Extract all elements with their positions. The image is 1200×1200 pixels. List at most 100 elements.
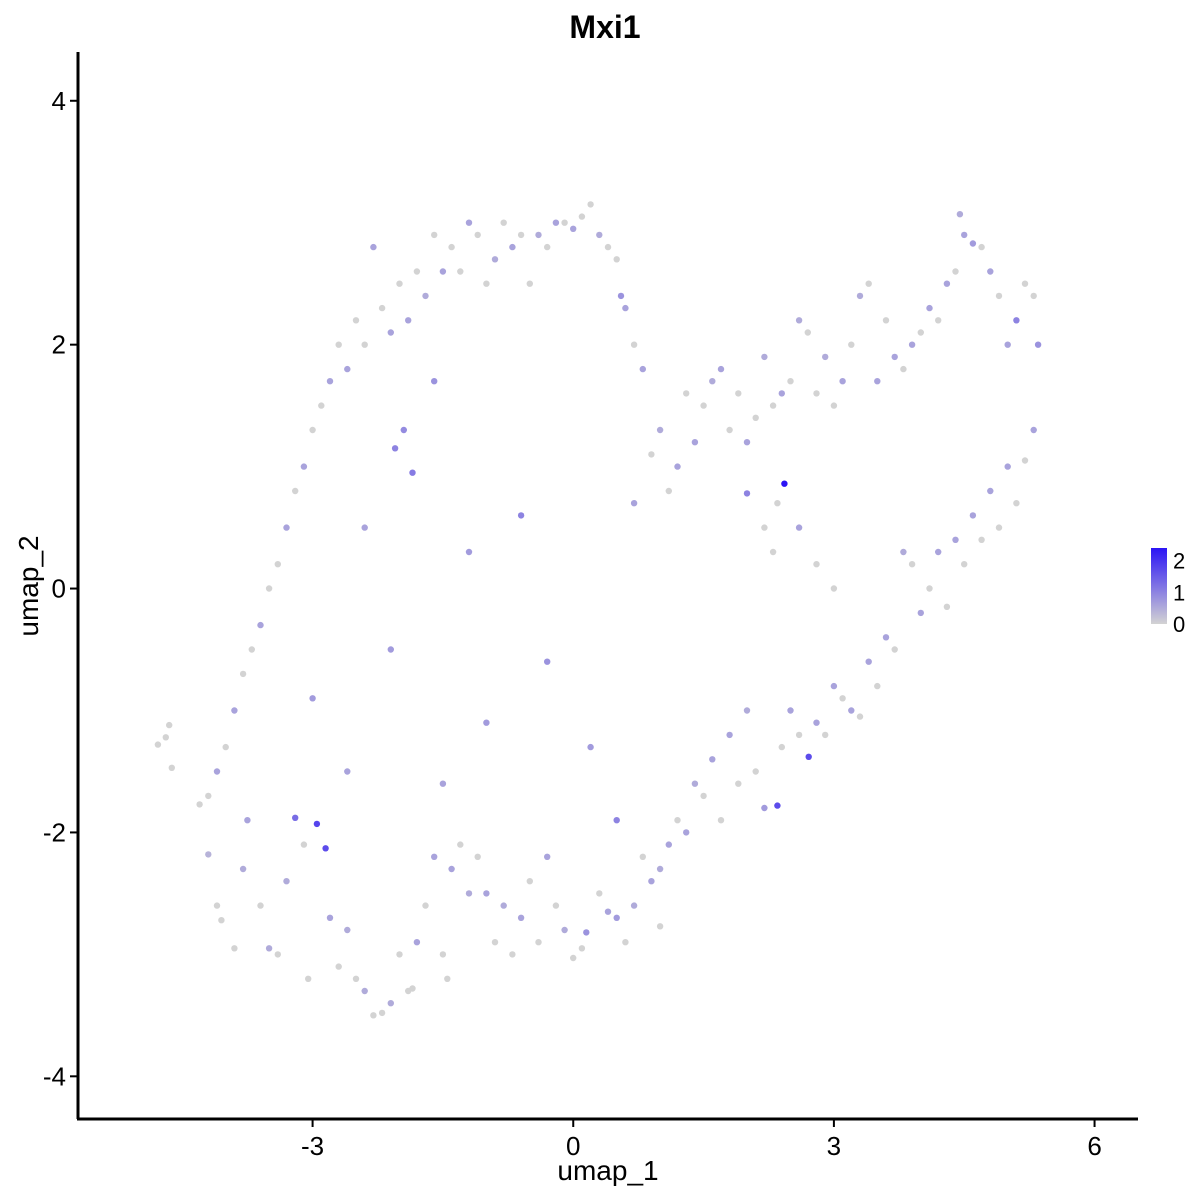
cell-point [544,853,551,860]
cell-point [326,914,334,921]
cell-point [248,646,255,653]
cell-point [926,585,933,592]
cell-point [213,768,221,775]
cell-point [674,463,681,470]
cell-point [309,426,316,434]
cell-point [674,817,681,824]
cell-point [978,536,985,543]
cell-point [474,853,481,860]
cell-point [743,439,751,446]
cell-point [196,801,203,808]
cell-point [956,211,964,218]
cell-point [378,304,386,312]
cell-point [370,1012,377,1019]
cell-point [344,768,351,775]
cell-point [396,951,403,958]
cell-point [491,939,499,946]
cell-point [856,292,864,300]
cell-point [865,658,872,665]
cell-point [552,219,560,226]
cell-point [465,548,473,556]
cell-point [409,985,416,992]
cell-point [413,939,421,946]
cell-point [969,512,977,519]
cell-point [961,231,968,239]
cell-point [848,341,855,348]
cell-point [322,845,329,852]
cell-point [805,753,812,760]
cell-point [1004,463,1011,470]
x-tick-label: -3 [301,1131,324,1161]
cell-point [813,719,820,726]
cell-point [218,917,225,924]
cell-point [222,743,229,751]
cell-point [648,878,655,885]
cell-point [1021,457,1029,464]
cell-point [517,512,525,519]
cell-point [804,329,811,336]
cell-point [769,402,777,409]
cell-point [839,695,846,702]
cell-point [596,231,603,239]
cell-point [1030,426,1037,434]
cell-point [917,609,924,617]
cell-point [743,490,751,497]
cell-point [691,439,699,446]
cell-point [318,402,325,409]
cell-point [535,939,542,946]
cell-point [648,451,655,458]
cell-point [457,268,464,275]
cell-point [483,890,490,897]
cell-point [717,817,725,824]
cell-point [413,268,421,275]
cell-point [422,902,429,909]
cell-point [570,954,577,962]
cell-point [400,426,407,434]
cell-point [544,658,551,665]
cell-point [431,231,438,239]
cell-point [526,878,533,885]
cell-point [987,487,994,495]
cell-point [978,243,985,251]
cell-point [961,561,968,568]
cell-point [717,365,725,373]
cell-point [700,402,707,409]
cell-point [444,975,451,982]
cell-point [509,951,516,958]
cell-point [244,817,251,824]
cell-point [900,365,907,373]
cell-point [709,756,716,763]
cell-point [561,926,568,934]
cell-point [570,225,577,232]
cell-point [830,585,838,592]
cell-point [154,741,162,748]
cell-point [604,908,612,915]
cell-point [639,853,646,860]
cell-point [239,670,247,678]
cell-point [787,378,794,385]
cell-point [1034,341,1042,348]
cell-point [774,802,781,809]
cell-point [168,764,175,771]
legend-label: 1 [1173,580,1185,605]
cell-point [396,280,403,287]
cell-point [665,841,672,848]
y-ticks: 4 2 0 -2 -4 [43,86,78,1091]
cell-point [292,814,299,821]
cell-point [683,829,690,836]
cell-point [1030,292,1037,300]
cell-point [691,780,699,787]
y-tick-label: -4 [43,1061,66,1091]
cell-point [761,353,768,361]
cell-point [995,524,1003,531]
x-axis-title: umap_1 [557,1155,658,1186]
cell-point [231,707,238,714]
cell-point [448,243,455,251]
cell-point [292,487,299,495]
legend-labels: 2 1 0 [1173,549,1185,637]
cell-point [517,231,525,239]
cell-point [352,975,360,982]
y-tick-label: 4 [52,86,66,116]
cell-point [387,646,394,653]
cell-point [700,792,707,800]
